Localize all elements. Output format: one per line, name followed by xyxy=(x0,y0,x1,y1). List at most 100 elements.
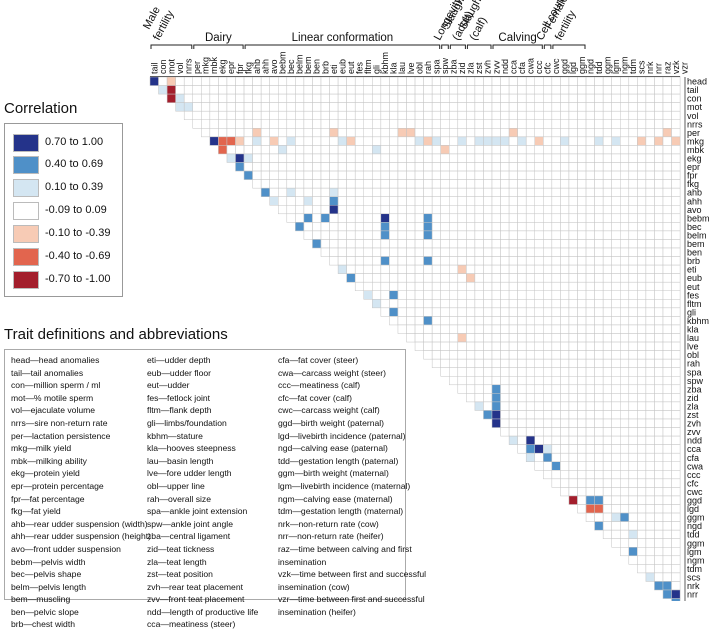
heatmap-cell xyxy=(671,119,681,129)
heatmap-cell xyxy=(389,153,399,163)
heatmap-cell xyxy=(483,119,493,129)
heatmap-cell xyxy=(320,213,330,223)
heatmap-cell xyxy=(508,196,518,206)
heatmap-cell xyxy=(543,470,553,480)
heatmap-cell xyxy=(483,187,493,197)
heatmap-cell xyxy=(372,281,382,292)
heatmap-cell xyxy=(654,110,664,120)
heatmap-cell xyxy=(517,290,527,300)
heatmap-cell xyxy=(560,102,570,112)
heatmap-cell xyxy=(449,170,459,180)
heatmap-cell xyxy=(158,85,168,95)
heatmap-cell xyxy=(525,341,536,351)
heatmap-cell xyxy=(628,401,638,411)
heatmap-cell xyxy=(295,162,305,172)
heatmap-cell xyxy=(654,410,664,420)
heatmap-cell xyxy=(637,495,647,505)
heatmap-cell xyxy=(534,85,544,95)
row-label: kbhm xyxy=(687,316,709,326)
heatmap-cell xyxy=(551,222,561,232)
heatmap-cell xyxy=(577,93,587,103)
heatmap-cell xyxy=(602,487,612,497)
heatmap-cell xyxy=(594,487,604,497)
heatmap-cell xyxy=(628,384,638,394)
heatmap-cell xyxy=(611,376,621,386)
heatmap-cell xyxy=(671,529,681,539)
heatmap-cell xyxy=(201,119,211,129)
heatmap-cell xyxy=(389,76,399,86)
heatmap-cell xyxy=(560,307,570,317)
heatmap-cell xyxy=(406,273,416,283)
heatmap-cell xyxy=(662,196,672,206)
heatmap-cell xyxy=(620,333,630,343)
heatmap-cell xyxy=(517,264,527,274)
heatmap-cell xyxy=(628,461,638,471)
heatmap-cell xyxy=(337,119,347,129)
column-label: eut xyxy=(346,61,356,74)
heatmap-cell xyxy=(209,110,219,120)
heatmap-cell xyxy=(457,110,467,120)
heatmap-cell xyxy=(466,162,476,172)
heatmap-cell xyxy=(628,478,638,488)
heatmap-cell xyxy=(671,393,681,403)
heatmap-cell xyxy=(380,196,390,206)
heatmap-cell xyxy=(594,205,604,215)
heatmap-cell xyxy=(585,187,595,197)
heatmap-cell xyxy=(491,213,501,223)
heatmap-cell xyxy=(645,418,655,428)
heatmap-cell xyxy=(534,384,544,394)
heatmap-cell xyxy=(372,256,382,266)
legend-item: -0.10 to -0.39 xyxy=(13,225,123,243)
heatmap-cell xyxy=(414,341,424,351)
heatmap-cell xyxy=(577,247,587,257)
heatmap-cell xyxy=(389,196,399,206)
heatmap-cell xyxy=(602,239,612,249)
row-label: fltm xyxy=(687,299,702,309)
heatmap-cell xyxy=(560,376,570,386)
heatmap-cell xyxy=(671,128,681,138)
heatmap-cell xyxy=(508,316,518,326)
heatmap-cell xyxy=(500,93,510,103)
heatmap-cell xyxy=(363,264,373,274)
heatmap-cell xyxy=(423,341,433,351)
heatmap-cell xyxy=(637,153,647,163)
definition-item: eub—udder floor xyxy=(147,367,212,378)
heatmap-cell xyxy=(286,85,296,95)
heatmap-cell xyxy=(628,76,638,86)
heatmap-cell xyxy=(602,333,612,343)
heatmap-cell xyxy=(525,85,536,95)
heatmap-cell xyxy=(517,145,527,155)
heatmap-cell xyxy=(175,85,185,95)
heatmap-cell xyxy=(585,162,595,172)
heatmap-cell xyxy=(637,213,647,223)
heatmap-cell xyxy=(389,316,399,326)
heatmap-cell xyxy=(543,239,553,249)
heatmap-cell xyxy=(645,290,655,300)
heatmap-cell xyxy=(243,136,253,146)
heatmap-cell xyxy=(637,222,647,232)
heatmap-cell xyxy=(645,136,655,146)
heatmap-cell xyxy=(577,401,587,411)
heatmap-cell xyxy=(654,85,664,95)
heatmap-cell xyxy=(560,418,570,428)
heatmap-cell xyxy=(517,213,527,223)
heatmap-cell xyxy=(423,153,433,163)
heatmap-cell xyxy=(654,547,664,557)
heatmap-cell xyxy=(449,307,459,317)
heatmap-cell xyxy=(474,367,484,377)
heatmap-cell xyxy=(594,222,604,232)
heatmap-cell xyxy=(449,273,459,283)
heatmap-cell xyxy=(645,427,655,437)
heatmap-cell xyxy=(585,452,595,463)
heatmap-cell xyxy=(449,324,459,334)
heatmap-cell xyxy=(474,153,484,163)
heatmap-cell xyxy=(620,102,630,112)
heatmap-cell xyxy=(346,187,356,197)
heatmap-cell xyxy=(380,119,390,129)
heatmap-cell xyxy=(585,76,595,86)
heatmap-cell xyxy=(585,93,595,103)
heatmap-cell xyxy=(560,162,570,172)
heatmap-cell xyxy=(543,316,553,326)
heatmap-cell xyxy=(517,102,527,112)
heatmap-cell xyxy=(662,547,672,557)
